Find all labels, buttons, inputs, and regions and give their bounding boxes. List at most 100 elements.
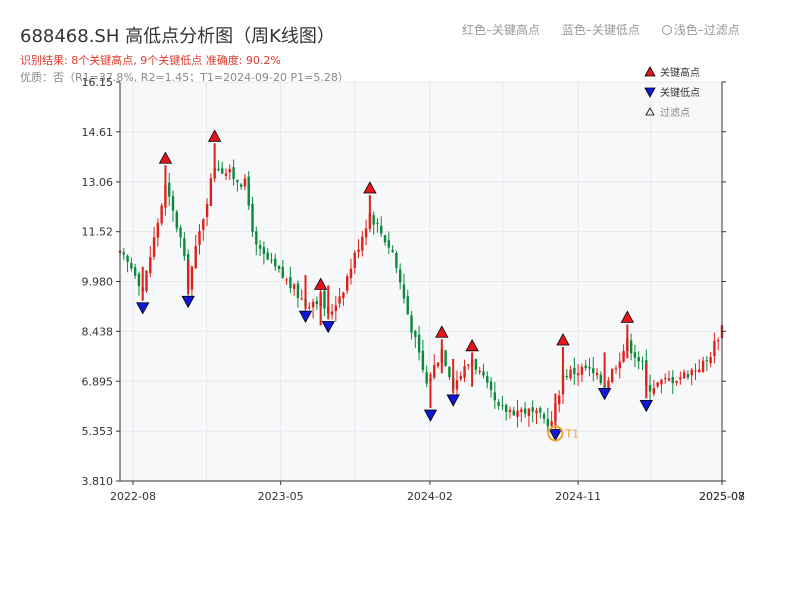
candle-up xyxy=(561,374,565,395)
chart-title: 688468.SH 高低点分析图（周K线图） xyxy=(20,26,335,47)
candle-up xyxy=(576,372,580,376)
candle-down xyxy=(406,296,409,315)
candle-down xyxy=(592,368,595,374)
candle-down xyxy=(387,240,391,248)
candle-down xyxy=(539,408,542,413)
candle-up xyxy=(463,366,466,378)
candle-up xyxy=(580,366,584,375)
candle-up xyxy=(364,228,368,238)
candle-down xyxy=(410,315,413,333)
candle-up xyxy=(224,173,228,176)
candle-down xyxy=(232,167,235,179)
candle-down xyxy=(504,404,508,413)
candle-up xyxy=(455,380,459,390)
legend-label: 关键低点 xyxy=(660,86,700,99)
candle-down xyxy=(565,376,568,378)
candle-down xyxy=(380,225,383,234)
top-legend-blue: 蓝色–关键低点 xyxy=(561,23,640,37)
candle-down xyxy=(633,352,637,358)
candle-down xyxy=(444,350,447,366)
candle-down xyxy=(402,284,406,299)
candle-down xyxy=(414,331,417,337)
y-tick-label: 3.810 xyxy=(82,475,114,488)
candle-up xyxy=(361,236,364,251)
legend-low-icon xyxy=(644,87,656,98)
candle-up xyxy=(550,421,553,426)
top-legend-light-label: 浅色–过滤点 xyxy=(673,23,740,37)
candle-down xyxy=(221,168,224,174)
candle-up xyxy=(516,410,519,417)
candle-up xyxy=(622,350,625,362)
candle-up xyxy=(145,270,148,291)
candle-down xyxy=(421,350,425,370)
candle-up xyxy=(618,361,621,369)
candle-up xyxy=(478,370,481,373)
key-high-marker xyxy=(207,129,222,142)
candle-up xyxy=(156,222,160,238)
candle-down xyxy=(281,266,285,278)
candle-down xyxy=(376,222,379,224)
pivot-markers: T1 xyxy=(136,129,653,442)
candle-up xyxy=(243,178,247,187)
candle-up xyxy=(152,237,156,257)
key-high-marker xyxy=(556,333,570,346)
candle-down xyxy=(474,359,478,370)
candle-down xyxy=(130,263,133,269)
candle-up xyxy=(342,292,345,299)
candle-down xyxy=(637,357,640,362)
candle-up xyxy=(330,311,334,315)
candle-down xyxy=(641,360,644,362)
key-low-marker xyxy=(639,399,653,413)
candle-up xyxy=(228,168,231,173)
candle-down xyxy=(137,273,141,287)
candle-down xyxy=(171,196,175,211)
candle-up xyxy=(656,382,659,387)
key-high-marker xyxy=(435,325,449,338)
candle-up xyxy=(467,364,470,366)
candle-down xyxy=(501,405,504,407)
candle-down xyxy=(289,277,292,289)
candle-down xyxy=(546,419,550,427)
candle-down xyxy=(489,381,493,391)
candle-up xyxy=(679,377,682,380)
candle-down xyxy=(266,252,269,260)
candle-down xyxy=(175,211,178,229)
candle-up xyxy=(357,249,360,252)
x-tick-label: 2022-08 xyxy=(110,490,156,503)
candle-down xyxy=(251,203,254,232)
candle-up xyxy=(433,365,436,378)
key-low-marker xyxy=(321,321,335,334)
candle-up xyxy=(436,362,440,367)
candle-up xyxy=(190,266,194,290)
legend-high-icon xyxy=(644,66,656,77)
candle-down xyxy=(417,334,421,353)
candle-up xyxy=(667,378,671,381)
candle-down xyxy=(391,249,394,252)
candle-down xyxy=(236,179,239,183)
candle-up xyxy=(569,369,572,379)
legend-filtered-icon xyxy=(645,107,655,116)
candle-down xyxy=(179,227,182,238)
candle-down xyxy=(588,367,591,369)
y-tick-label: 14.61 xyxy=(82,126,114,139)
candle-down xyxy=(629,340,633,354)
candle-up xyxy=(202,219,205,230)
candle-up xyxy=(292,284,296,289)
candle-down xyxy=(705,360,709,362)
t1-label: T1 xyxy=(564,427,579,440)
candle-up xyxy=(311,301,315,308)
candle-down xyxy=(671,377,674,384)
candle-down xyxy=(270,259,273,261)
y-tick-label: 5.353 xyxy=(82,425,114,438)
candle-down xyxy=(296,283,300,299)
x-tick-label: 2024-11 xyxy=(555,490,601,503)
candle-up xyxy=(660,379,663,385)
key-low-marker xyxy=(548,429,563,442)
candle-down xyxy=(686,374,690,378)
candle-down xyxy=(315,300,319,305)
candle-up xyxy=(209,178,213,206)
candle-down xyxy=(133,267,137,276)
candle-up xyxy=(459,376,462,380)
candle-up xyxy=(611,368,614,383)
